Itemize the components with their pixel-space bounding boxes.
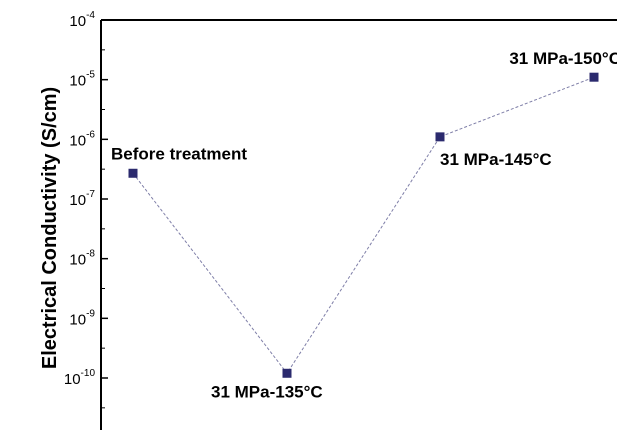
axes: 10-4 10-5 10-6 10-7 10-8 10-9 10-10 [64,10,617,430]
y-tick-label: 10-10 [64,368,96,388]
y-tick-label: 10-4 [69,10,95,30]
y-axis-label: Electrical Conductivity (S/cm) [39,87,61,369]
y-tick-label: 10-7 [69,189,95,209]
data-point-marker [128,168,138,178]
y-tick-label: 10-5 [69,70,95,90]
y-tick-label: 10-8 [69,249,95,269]
point-labels: Before treatment 31 MPa-135°C 31 MPa-145°C… [111,49,617,401]
y-tick-label: 10-6 [69,129,95,149]
data-point-label: 31 MPa-135°C [211,382,323,401]
series-line [132,76,595,375]
data-point-label: 31 MPa-150°C [509,49,617,68]
data-point-marker [282,368,292,378]
data-point-label: 31 MPa-145°C [440,150,552,169]
data-point-marker [589,72,599,82]
y-tick-label: 10-9 [69,308,95,328]
data-point-marker [435,132,445,142]
data-series [128,72,599,378]
data-point-label: Before treatment [111,144,247,163]
